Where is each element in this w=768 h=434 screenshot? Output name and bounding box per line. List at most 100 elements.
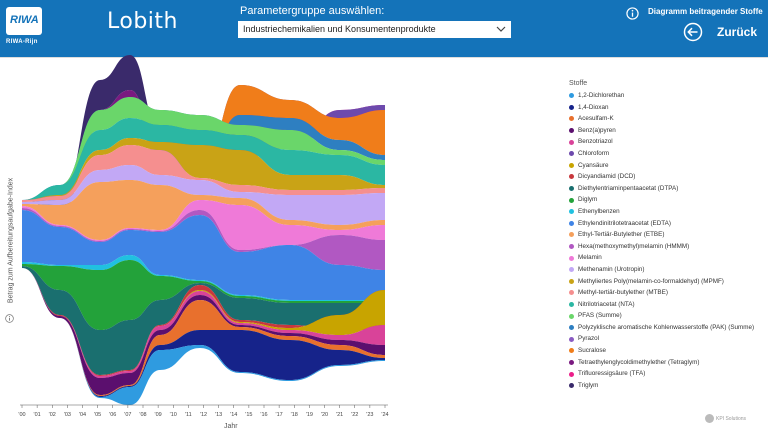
- stream-layer[interactable]: [22, 210, 385, 300]
- axis-info-icon[interactable]: [5, 314, 14, 323]
- legend-item[interactable]: Methyliertes Poly(melamin-co-formaldehyd…: [569, 276, 764, 288]
- x-tick-label: '14: [230, 412, 237, 418]
- legend-label: Acesulfam-K: [578, 115, 614, 123]
- footer-brand: KPI Solutions: [716, 416, 747, 422]
- legend-item[interactable]: Nitrilotriacetat (NTA): [569, 299, 764, 311]
- x-tick-label: '02: [49, 412, 56, 418]
- legend-color-dot: [569, 232, 574, 238]
- dropdown-value: Industriechemikalien und Konsumentenprod…: [243, 24, 436, 34]
- contributing-substances-link[interactable]: Diagramm beitragender Stoffe: [648, 7, 763, 16]
- legend-label: Hexa(methoxymethyl)melamin (HMMM): [578, 242, 690, 250]
- legend-label: Methenamin (Urotropin): [578, 265, 645, 273]
- riwa-logo: RIWA: [6, 7, 42, 35]
- legend-label: Dicyandiamid (DCD): [578, 173, 636, 181]
- legend-item[interactable]: Benzotriazol: [569, 136, 764, 148]
- legend-item[interactable]: Triglym: [569, 380, 764, 392]
- legend-label: Melamin: [578, 254, 602, 262]
- x-tick-label: '01: [34, 412, 41, 418]
- legend-label: PFAS (Summe): [578, 312, 622, 320]
- legend-item[interactable]: 1,4-Dioxan: [569, 102, 764, 114]
- stream-layer[interactable]: [22, 266, 385, 375]
- legend-item[interactable]: Methyl-tertiär-butylether (MTBE): [569, 287, 764, 299]
- x-tick-label: '24: [381, 412, 388, 418]
- stream-layer[interactable]: [22, 85, 385, 212]
- legend-item[interactable]: PFAS (Summe): [569, 310, 764, 322]
- legend-item[interactable]: Pyrazol: [569, 333, 764, 345]
- legend-item[interactable]: Melamin: [569, 252, 764, 264]
- legend-color-dot: [569, 162, 574, 168]
- legend-label: Cyansäure: [578, 161, 609, 169]
- info-icon[interactable]: [626, 7, 639, 20]
- legend-color-dot: [569, 209, 574, 215]
- stream-layer[interactable]: [22, 268, 385, 397]
- legend-label: Ethenylbenzen: [578, 207, 620, 215]
- legend-item[interactable]: Dicyandiamid (DCD): [569, 171, 764, 183]
- x-tick-label: '06: [109, 412, 116, 418]
- legend-label: Diethylentriaminpentaacetat (DTPA): [578, 184, 679, 192]
- legend-label: Ethyl-Tertiär-Butylether (ETBE): [578, 231, 665, 239]
- legend-item[interactable]: Chloroform: [569, 148, 764, 160]
- legend-color-dot: [569, 348, 574, 354]
- legend-color-dot: [569, 359, 574, 365]
- stream-layer[interactable]: [22, 268, 385, 376]
- x-tick-label: '19: [306, 412, 313, 418]
- legend-item[interactable]: Benz(a)pyren: [569, 125, 764, 137]
- chevron-down-icon: [496, 26, 506, 32]
- legend-color-dot: [569, 220, 574, 226]
- legend-color-dot: [569, 301, 574, 307]
- legend-color-dot: [569, 151, 574, 157]
- legend-item[interactable]: Polyzyklische aromatische Kohlenwasserst…: [569, 322, 764, 334]
- legend-item[interactable]: Methenamin (Urotropin): [569, 264, 764, 276]
- x-tick-label: '08: [139, 412, 146, 418]
- legend-item[interactable]: Cyansäure: [569, 160, 764, 172]
- x-tick-label: '07: [124, 412, 131, 418]
- legend-label: Nitrilotriacetat (NTA): [578, 300, 635, 308]
- legend-item[interactable]: 1,2-Dichlorethan: [569, 90, 764, 102]
- back-button[interactable]: Zurück: [717, 25, 758, 39]
- x-tick-label: '21: [336, 412, 343, 418]
- x-tick-label: '05: [94, 412, 101, 418]
- stream-layer[interactable]: [22, 97, 385, 200]
- legend-color-dot: [569, 325, 574, 331]
- x-axis-label: Jahr: [224, 423, 238, 430]
- legend-item[interactable]: Hexa(methoxymethyl)melamin (HMMM): [569, 241, 764, 253]
- stream-layer[interactable]: [22, 260, 385, 330]
- legend-item[interactable]: Ethyl-Tertiär-Butylether (ETBE): [569, 229, 764, 241]
- x-tick-label: '03: [64, 412, 71, 418]
- legend-label: Ethylendinitrilotetraacetat (EDTA): [578, 219, 671, 227]
- x-tick-label: '20: [321, 412, 328, 418]
- stream-layer[interactable]: [22, 200, 385, 250]
- legend-color-dot: [569, 116, 574, 122]
- parameter-group-dropdown[interactable]: Industriechemikalien und Konsumentenprod…: [238, 21, 511, 38]
- stream-layer[interactable]: [22, 138, 385, 200]
- legend-label: Tetraethylenglycoldimethylether (Tetragl…: [578, 358, 700, 366]
- stream-layer[interactable]: [22, 55, 385, 208]
- legend-item[interactable]: Tetraethylenglycoldimethylether (Tetragl…: [569, 357, 764, 369]
- stream-layer[interactable]: [22, 180, 385, 240]
- legend-item[interactable]: Acesulfam-K: [569, 113, 764, 125]
- legend-color-dot: [569, 371, 574, 377]
- legend-color-dot: [569, 139, 574, 145]
- legend-item[interactable]: Diglym: [569, 194, 764, 206]
- legend-label: Pyrazol: [578, 335, 599, 343]
- legend-item[interactable]: Diethylentriaminpentaacetat (DTPA): [569, 183, 764, 195]
- legend-color-dot: [569, 278, 574, 284]
- stream-layers: [22, 55, 385, 405]
- x-tick-label: '22: [351, 412, 358, 418]
- x-tick-label: '09: [155, 412, 162, 418]
- stream-layer[interactable]: [22, 118, 385, 200]
- stream-layer[interactable]: [22, 208, 385, 270]
- y-axis-label: Betrag zum Aufbereitungsaufgabe-Index: [7, 177, 15, 304]
- x-tick-label: '04: [79, 412, 86, 418]
- legend-item[interactable]: Trifluoressigsäure (TFA): [569, 368, 764, 380]
- x-axis-ticks: '00 '01 '02 '03 '04 '05 '06 '07 '08 '09 '10 '11 '12 '…: [18, 405, 389, 418]
- legend-item[interactable]: Ethenylbenzen: [569, 206, 764, 218]
- legend-item[interactable]: Ethylendinitrilotetraacetat (EDTA): [569, 218, 764, 230]
- legend-item[interactable]: Sucralose: [569, 345, 764, 357]
- x-tick-label: '11: [185, 412, 192, 418]
- stream-layer[interactable]: [22, 165, 385, 225]
- stream-layer[interactable]: [22, 145, 385, 202]
- parameter-group-label: Parametergruppe auswählen:: [240, 5, 385, 17]
- back-arrow-icon[interactable]: [683, 22, 703, 42]
